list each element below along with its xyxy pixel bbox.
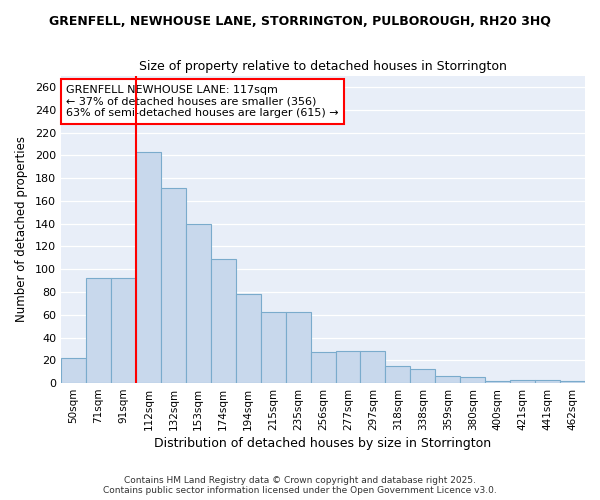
Bar <box>436 376 460 383</box>
Bar <box>535 380 560 383</box>
Bar <box>111 278 136 383</box>
Bar <box>410 370 436 383</box>
Bar <box>361 351 385 383</box>
Bar <box>335 351 361 383</box>
Text: GRENFELL, NEWHOUSE LANE, STORRINGTON, PULBOROUGH, RH20 3HQ: GRENFELL, NEWHOUSE LANE, STORRINGTON, PU… <box>49 15 551 28</box>
Y-axis label: Number of detached properties: Number of detached properties <box>15 136 28 322</box>
Bar <box>311 352 335 383</box>
Bar <box>286 312 311 383</box>
Bar <box>510 380 535 383</box>
Bar <box>485 381 510 383</box>
Title: Size of property relative to detached houses in Storrington: Size of property relative to detached ho… <box>139 60 507 73</box>
Bar <box>260 312 286 383</box>
Text: Contains HM Land Registry data © Crown copyright and database right 2025.
Contai: Contains HM Land Registry data © Crown c… <box>103 476 497 495</box>
Bar <box>460 378 485 383</box>
Bar <box>61 358 86 383</box>
Bar <box>86 278 111 383</box>
Bar <box>385 366 410 383</box>
X-axis label: Distribution of detached houses by size in Storrington: Distribution of detached houses by size … <box>154 437 491 450</box>
Bar <box>161 188 186 383</box>
Bar <box>560 381 585 383</box>
Bar <box>211 259 236 383</box>
Text: GRENFELL NEWHOUSE LANE: 117sqm
← 37% of detached houses are smaller (356)
63% of: GRENFELL NEWHOUSE LANE: 117sqm ← 37% of … <box>66 85 339 118</box>
Bar <box>186 224 211 383</box>
Bar <box>236 294 260 383</box>
Bar <box>136 152 161 383</box>
